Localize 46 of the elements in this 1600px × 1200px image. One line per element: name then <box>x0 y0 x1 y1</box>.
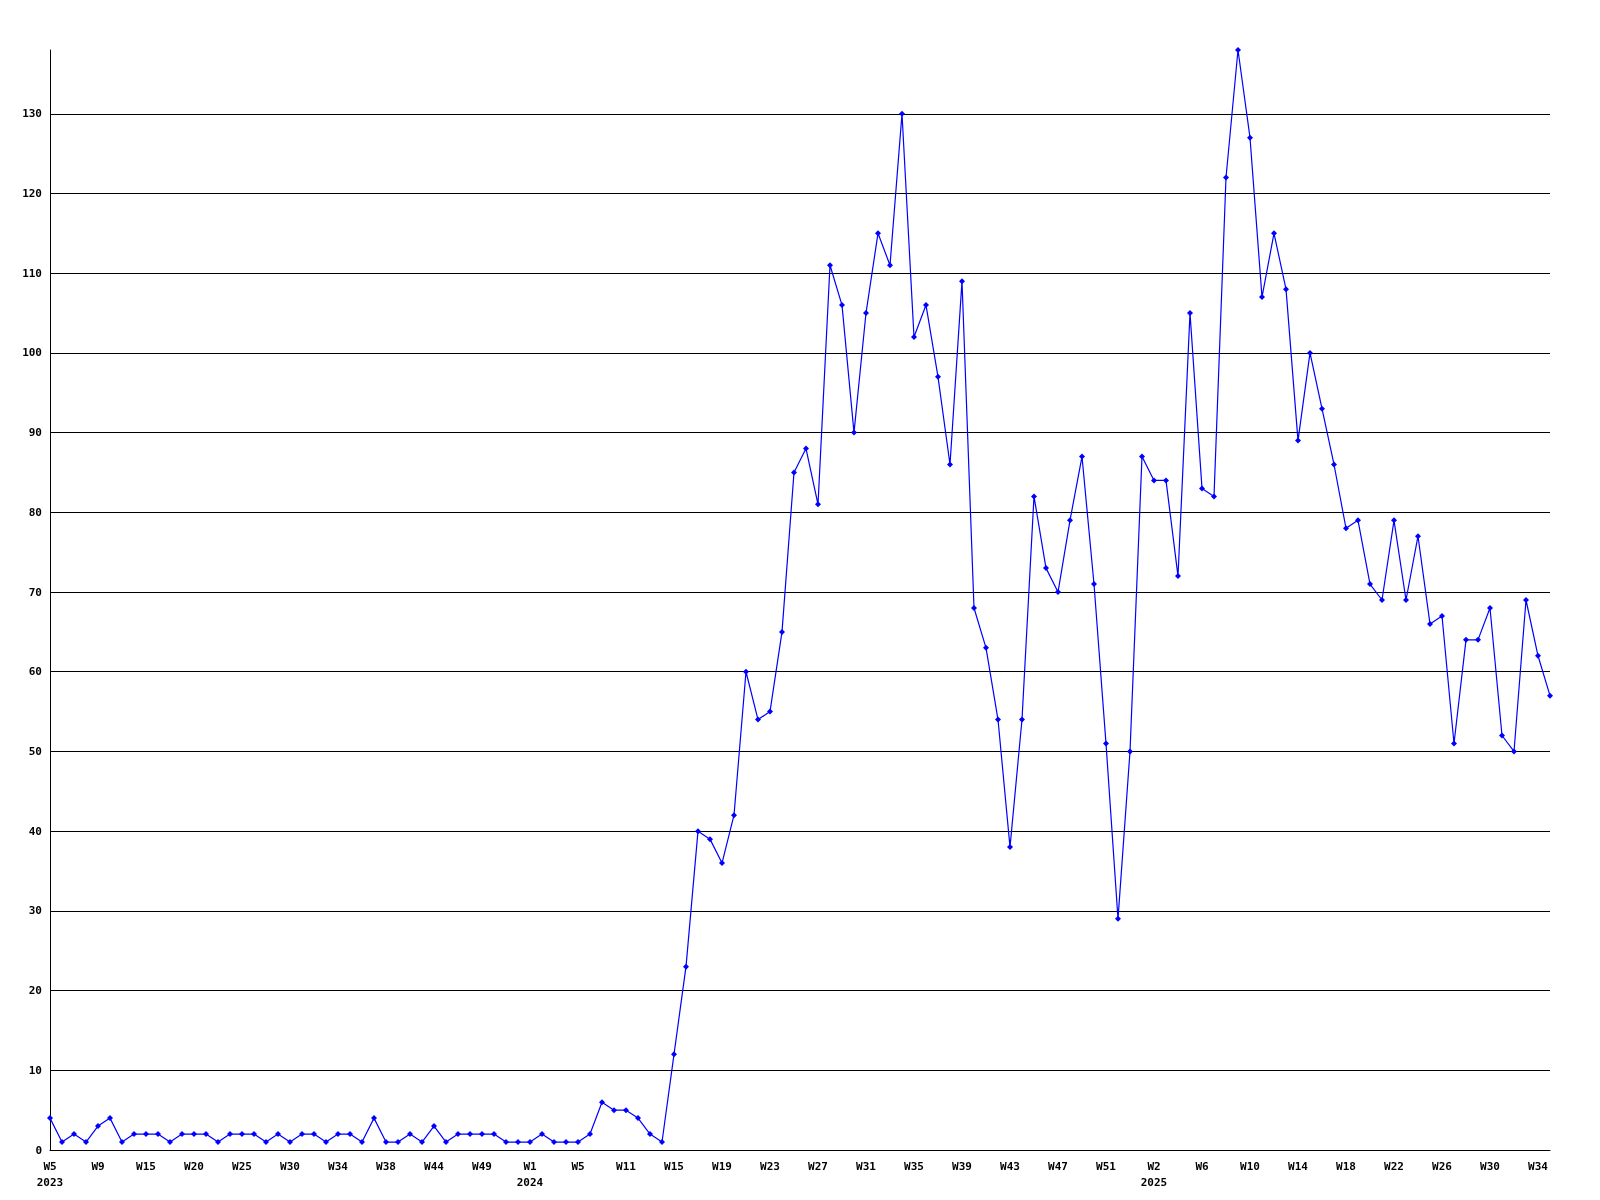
x-tick-label: W34 <box>1528 1159 1549 1173</box>
y-tick-label: 110 <box>22 266 42 280</box>
y-tick-label: 10 <box>28 1063 42 1077</box>
x-tick-label: W25 <box>232 1159 252 1173</box>
x-tick-label: W43 <box>1000 1159 1020 1173</box>
x-tick-label: W19 <box>712 1159 732 1173</box>
x-tick-label: W5 <box>571 1159 585 1173</box>
x-tick-label: W22 <box>1384 1159 1404 1173</box>
x-tick-label: W31 <box>856 1159 877 1173</box>
x-tick-label: W23 <box>760 1159 780 1173</box>
x-tick-label: W38 <box>376 1159 396 1173</box>
y-tick-label: 30 <box>28 904 42 918</box>
y-tick-label: 100 <box>22 346 42 360</box>
x-tick-label: W10 <box>1240 1159 1260 1173</box>
x-tick-label: W47 <box>1048 1159 1068 1173</box>
x-tick-label: W34 <box>328 1159 349 1173</box>
x-tick-label: W35 <box>904 1159 924 1173</box>
y-tick-label: 20 <box>28 984 42 998</box>
y-tick-label: 0 <box>35 1143 42 1157</box>
x-tick-label: W30 <box>280 1159 300 1173</box>
y-tick-label: 50 <box>28 744 42 758</box>
x-tick-label: W20 <box>184 1159 204 1173</box>
x-tick-label: W30 <box>1480 1159 1500 1173</box>
x-tick-label: W5 2023 <box>36 1159 64 1189</box>
x-tick-label: W18 <box>1336 1159 1356 1173</box>
x-tick-label: W2 2025 <box>1140 1159 1168 1189</box>
y-tick-label: 120 <box>22 186 42 200</box>
x-tick-label: W26 <box>1432 1159 1453 1173</box>
y-tick-label: 80 <box>28 505 42 519</box>
x-tick-label: W49 <box>472 1159 492 1173</box>
x-tick-label: W15 <box>136 1159 156 1173</box>
y-tick-label: 70 <box>28 585 42 599</box>
y-tick-label: 60 <box>28 665 42 679</box>
y-tick-label: 130 <box>22 107 42 121</box>
x-tick-label: W6 <box>1195 1159 1209 1173</box>
x-tick-label: W1 2024 <box>516 1159 544 1189</box>
x-tick-label: W51 <box>1096 1159 1117 1173</box>
x-tick-label: W44 <box>424 1159 445 1173</box>
x-tick-label: W9 <box>91 1159 105 1173</box>
x-tick-label: W39 <box>952 1159 972 1173</box>
y-tick-label: 40 <box>28 824 42 838</box>
x-tick-label: W11 <box>616 1159 637 1173</box>
y-tick-label: 90 <box>28 426 42 440</box>
x-tick-label: W27 <box>808 1159 828 1173</box>
x-tick-label: W15 <box>664 1159 684 1173</box>
x-tick-label: W14 <box>1288 1159 1309 1173</box>
